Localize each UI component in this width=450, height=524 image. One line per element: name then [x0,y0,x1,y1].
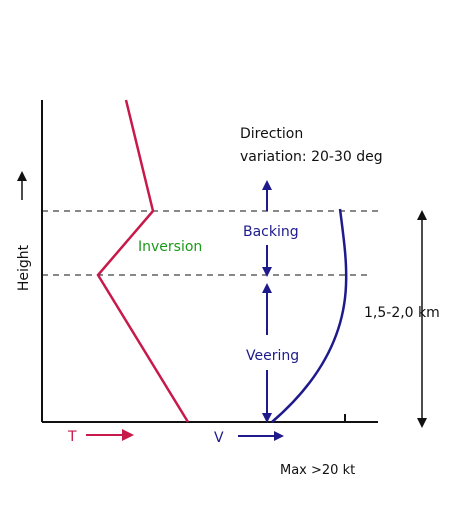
depth-label: 1,5-2,0 km [364,305,440,321]
t-label: T [67,429,77,445]
inversion-label: Inversion [138,239,202,255]
direction-label: Direction [240,126,303,142]
wind-profile [271,208,348,423]
temperature-profile [96,99,190,423]
veering-label: Veering [246,348,299,364]
height-label: Height [16,244,32,291]
variation-label: variation: 20-30 deg [240,149,383,165]
max-wind-label: Max >20 kt [280,463,355,478]
backing-label: Backing [243,224,299,240]
v-label: V [214,430,224,446]
